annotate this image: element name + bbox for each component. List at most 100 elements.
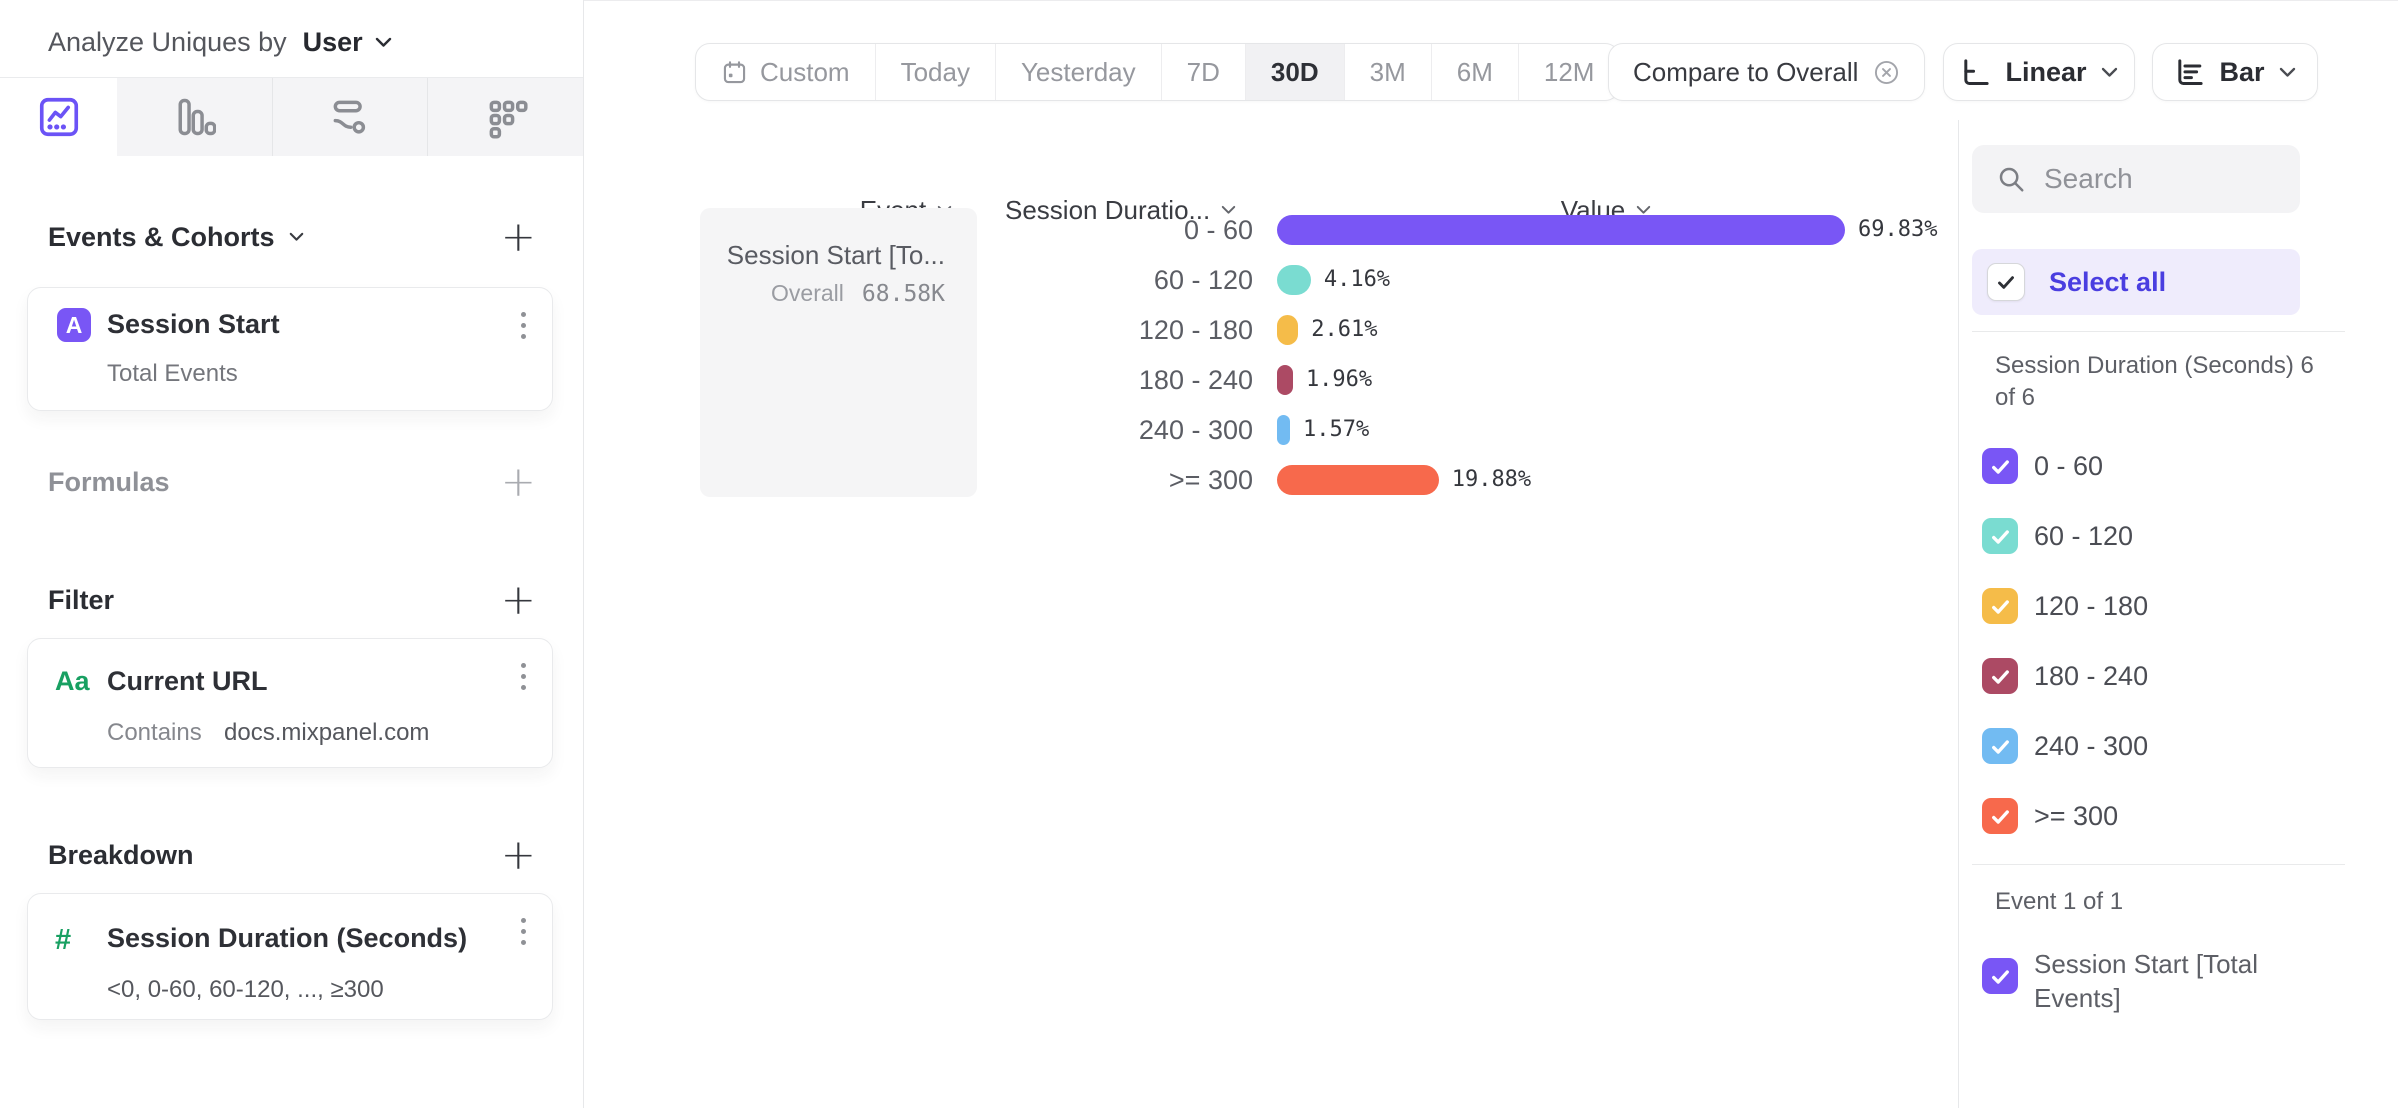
add-event-button[interactable]: + (500, 212, 536, 261)
filter-operator[interactable]: Contains (107, 719, 202, 746)
remove-compare-icon[interactable] (1873, 59, 1900, 86)
checkbox-120-180[interactable] (1982, 588, 2018, 624)
analysis-header: Analyze Uniques by User (48, 20, 392, 64)
bar-segment-300[interactable] (1277, 465, 1439, 495)
check-icon (1991, 969, 2009, 984)
date-range-custom[interactable]: Custom (696, 44, 875, 100)
bar-category-label-60-120: 60 - 120 (1153, 265, 1253, 295)
date-range-12m[interactable]: 12M (1517, 44, 1620, 100)
analysis-prefix-label: Analyze Uniques by (48, 26, 287, 57)
date-range-today[interactable]: Today (874, 44, 995, 100)
event-name: Session Start (107, 309, 280, 339)
tab-funnels[interactable] (117, 78, 272, 156)
breakdown-section-title: Breakdown (48, 839, 194, 870)
breakdown-group-label: Session Duration (Seconds) 6 of 6 (1995, 352, 2314, 411)
bar-value-label: 1.57% (1303, 417, 1370, 442)
bar-category-label-300: >= 300 (1168, 465, 1253, 495)
date-range-7d[interactable]: 7D (1160, 44, 1245, 100)
event-row-cell[interactable]: Session Start [To... Overall 68.58K (700, 208, 977, 497)
bar-category-label-240-300: 240 - 300 (1138, 415, 1253, 445)
calendar-icon (723, 60, 746, 83)
bar-category-label-0-60: 0 - 60 (1183, 215, 1253, 245)
compare-to-overall-pill[interactable]: Compare to Overall (1608, 43, 1926, 101)
formulas-section-title: Formulas (48, 466, 170, 497)
check-icon (1991, 459, 2009, 474)
bar-category-label-120-180: 120 - 180 (1138, 315, 1253, 345)
tab-retention[interactable] (427, 78, 583, 156)
compare-label: Compare to Overall (1633, 56, 1859, 87)
bar-segment-240-300[interactable] (1277, 415, 1290, 445)
check-icon (1998, 276, 2014, 289)
search-input[interactable] (2044, 163, 2274, 195)
filter-card[interactable]: Aa Current URL Contains docs.mixpanel.co… (27, 638, 553, 768)
checkbox-label-300: >= 300 (2034, 801, 2119, 831)
event-options-kebab-icon[interactable] (518, 312, 528, 339)
string-property-icon: Aa (55, 666, 90, 696)
uniques-by-selector[interactable]: User (303, 27, 392, 58)
add-breakdown-button[interactable]: + (500, 830, 536, 879)
breakdown-buckets[interactable]: <0, 0-60, 60-120, ..., ≥300 (107, 976, 384, 1003)
add-filter-button[interactable]: + (500, 575, 536, 624)
tab-flows[interactable] (271, 78, 428, 156)
date-range-6m[interactable]: 6M (1430, 44, 1518, 100)
select-all-row[interactable]: Select all (1972, 249, 2300, 315)
breakdown-card[interactable]: # Session Duration (Seconds) <0, 0-60, 6… (27, 893, 553, 1020)
checkbox-label-240-300: 240 - 300 (2034, 731, 2149, 761)
query-builder-sidebar: Analyze Uniques by User (0, 0, 584, 1108)
checkbox-240-300[interactable] (1982, 728, 2018, 764)
filter-value[interactable]: docs.mixpanel.com (224, 719, 430, 746)
report-tab-strip (0, 78, 583, 156)
bar-value-label: 69.83% (1858, 217, 1938, 242)
date-range-group: Custom Today Yesterday 7D 30D 3M 6M 12M (695, 43, 1621, 101)
event-cell-title: Session Start [To... (726, 240, 945, 270)
breakdown-options-kebab-icon[interactable] (518, 918, 528, 945)
event-letter-badge: A (57, 308, 91, 342)
bar-segment-120-180[interactable] (1277, 315, 1299, 345)
filter-options-kebab-icon[interactable] (518, 663, 528, 690)
bar-category-label-180-240: 180 - 240 (1138, 365, 1253, 395)
date-range-yesterday[interactable]: Yesterday (994, 44, 1161, 100)
sidebar-divider (583, 0, 584, 1108)
event-group-label: Event 1 of 1 (1995, 888, 2124, 915)
checkbox-60-120[interactable] (1982, 518, 2018, 554)
checkbox-300[interactable] (1982, 798, 2018, 834)
bar-chart-icon (2178, 58, 2204, 85)
filter-section-title: Filter (48, 584, 115, 615)
overall-value: 68.58K (861, 281, 945, 307)
column-header-breakdown[interactable]: Session Duratio... (1005, 192, 1236, 228)
event-card[interactable]: A Session Start Total Events (27, 287, 553, 411)
check-icon (1991, 809, 2009, 824)
chevron-down-icon (2279, 67, 2295, 77)
chart-type-button[interactable]: Bar (2152, 43, 2318, 101)
chevron-down-icon[interactable] (289, 232, 304, 242)
bar-segment-180-240[interactable] (1277, 365, 1293, 395)
bar-segment-0-60[interactable] (1277, 215, 1845, 245)
check-icon (1991, 669, 2009, 684)
right-panel-divider (1958, 120, 1959, 1108)
checkbox-label-120-180: 120 - 180 (2034, 591, 2149, 621)
filter-property-name: Current URL (107, 666, 268, 696)
date-range-3m[interactable]: 3M (1343, 44, 1431, 100)
checkbox-180-240[interactable] (1982, 658, 2018, 694)
scale-selector-button[interactable]: Linear (1943, 43, 2135, 101)
checkbox-0-60[interactable] (1982, 448, 2018, 484)
date-range-30d[interactable]: 30D (1244, 44, 1344, 100)
scale-value: Linear (2005, 56, 2087, 87)
tab-insights[interactable] (0, 78, 117, 156)
events-section-title: Events & Cohorts (48, 222, 304, 253)
segment-search-box[interactable] (1972, 145, 2300, 213)
funnels-bars-icon (178, 98, 217, 136)
event-aggregation[interactable]: Total Events (107, 360, 238, 387)
linear-axis-icon (1964, 58, 1990, 85)
insights-chart-icon (39, 97, 78, 137)
select-all-checkbox[interactable] (1987, 263, 2025, 301)
panel-divider (1972, 864, 2345, 865)
retention-grid-icon (489, 100, 528, 139)
chevron-down-icon (375, 37, 391, 47)
bar-segment-60-120[interactable] (1277, 265, 1311, 295)
chevron-down-icon (2101, 67, 2117, 77)
add-formula-button[interactable]: + (500, 457, 536, 506)
chart-type-value: Bar (2219, 56, 2265, 87)
checkbox-session-start-total-events[interactable] (1982, 958, 2018, 994)
select-all-label: Select all (2049, 266, 2167, 297)
